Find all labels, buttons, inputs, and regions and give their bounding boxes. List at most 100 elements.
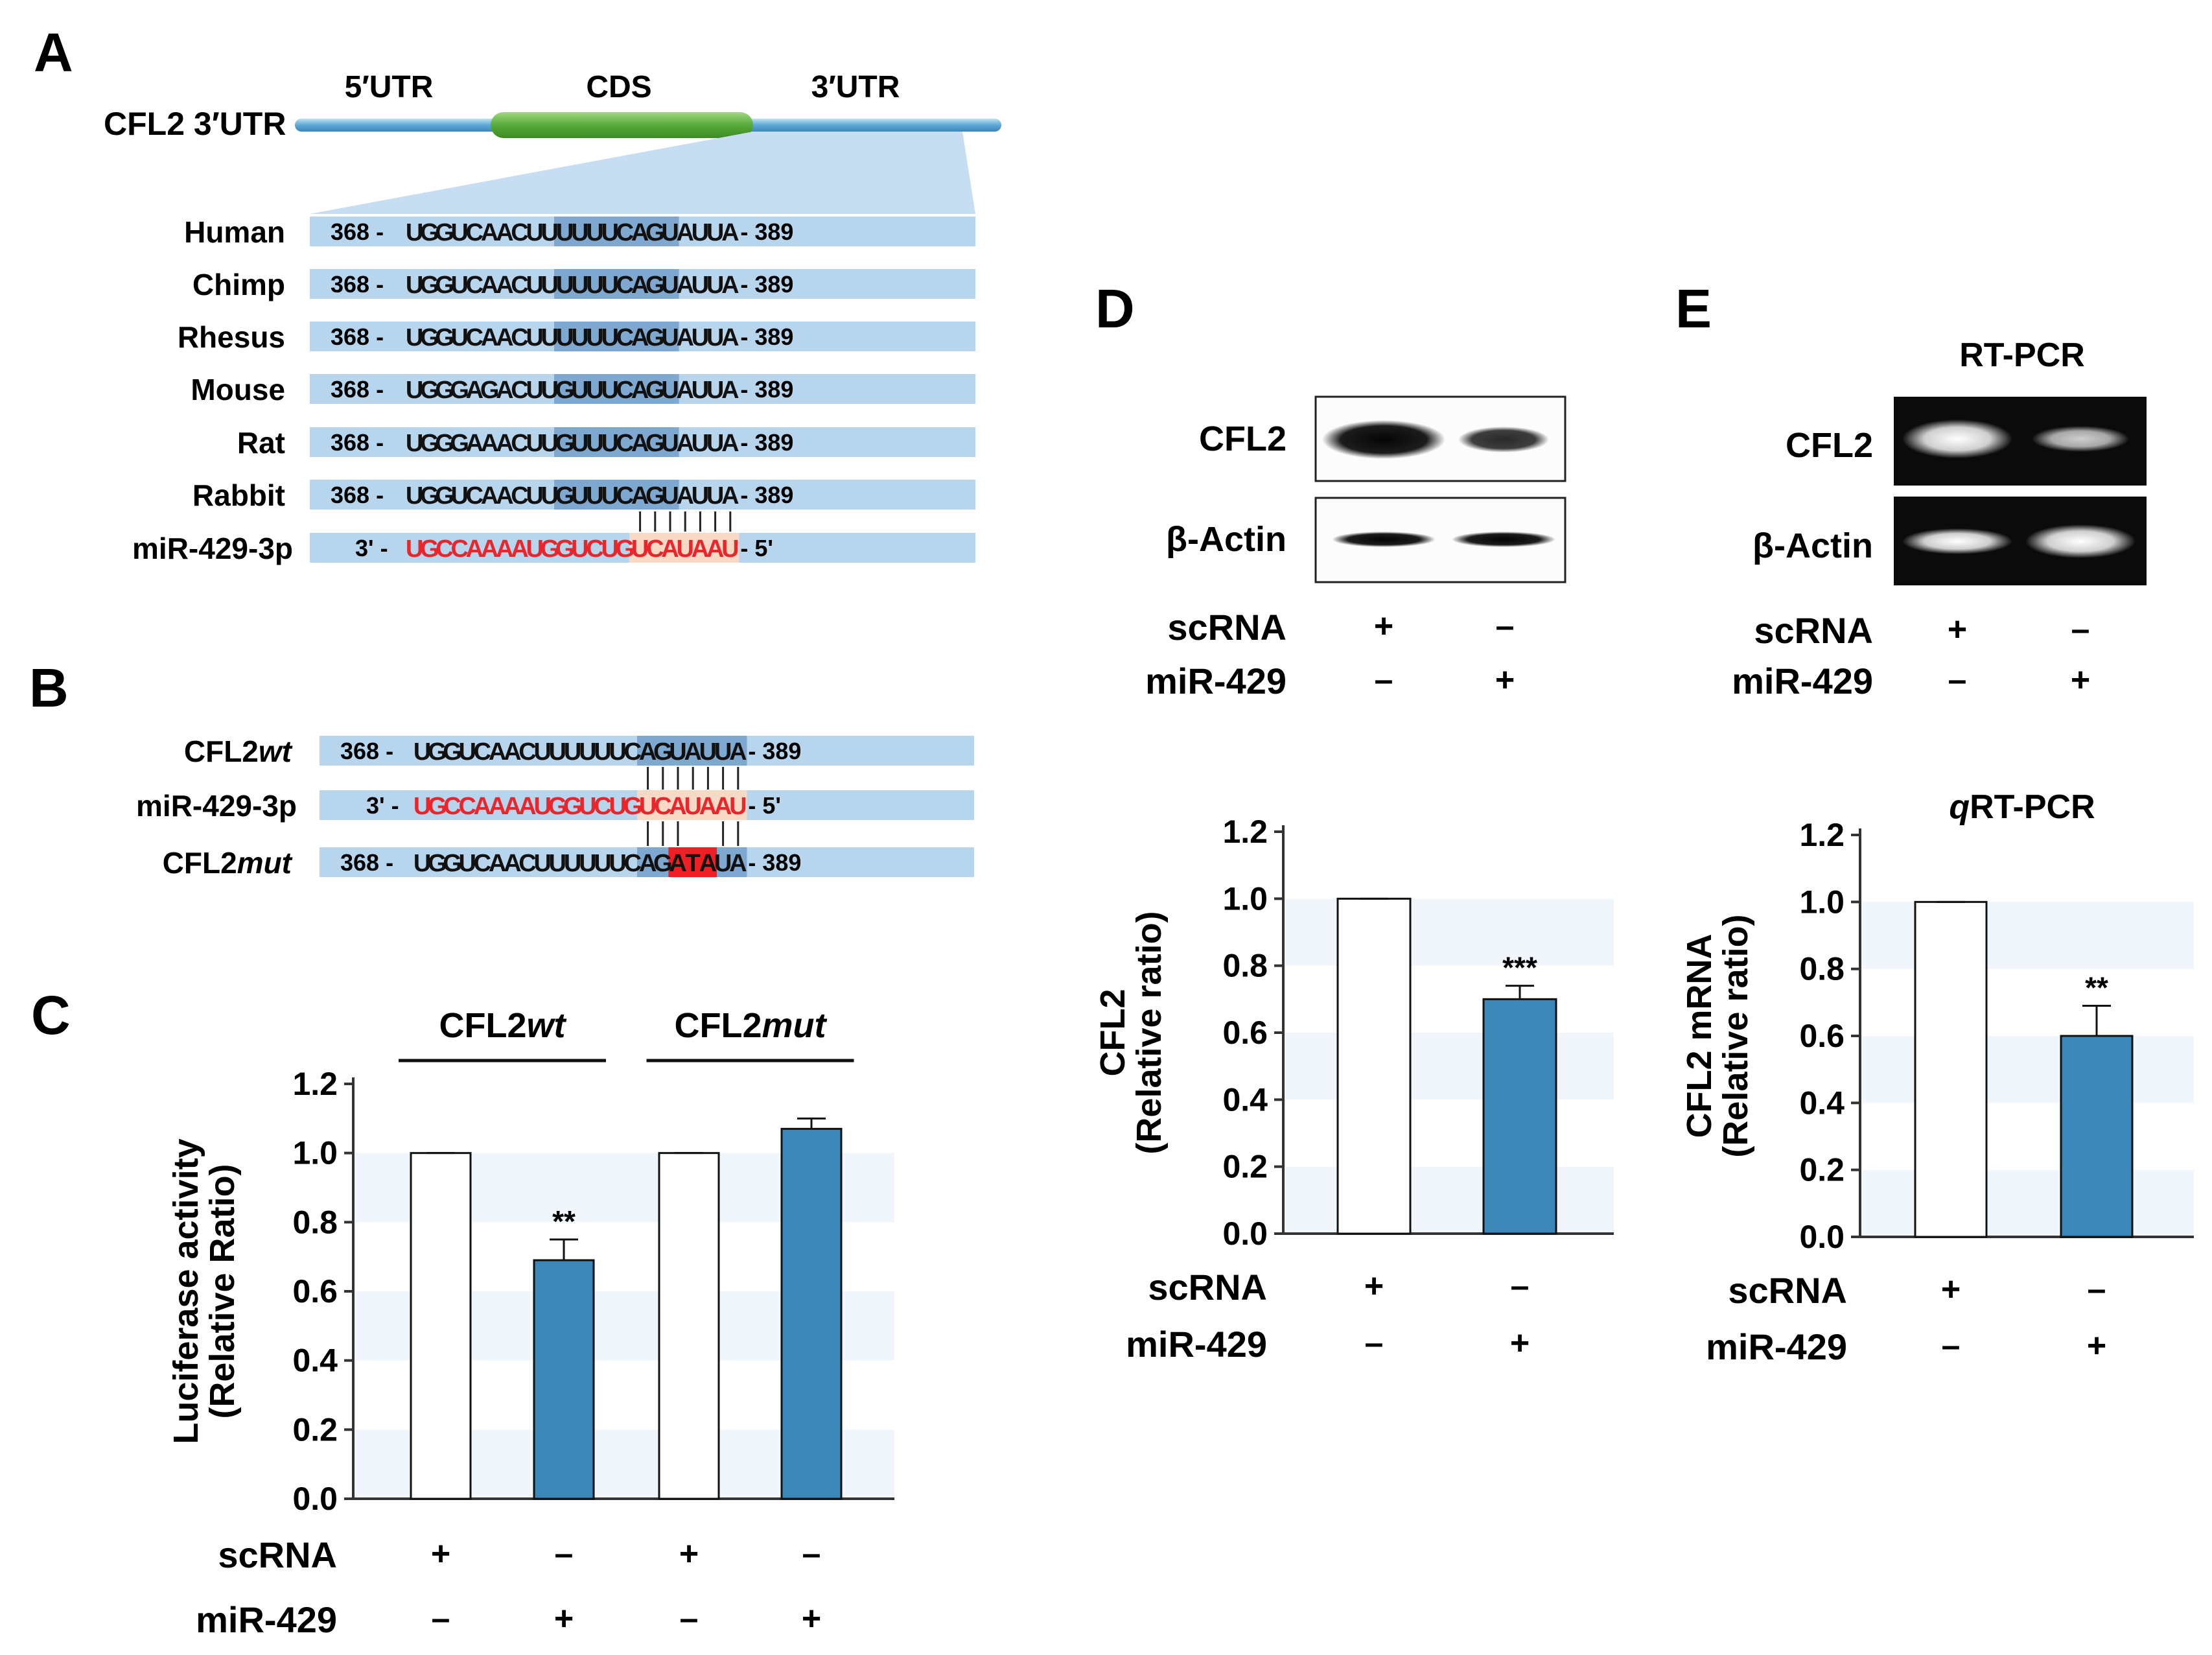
nucleotide: G bbox=[420, 219, 439, 246]
bar bbox=[780, 1127, 843, 1500]
nucleotide: A bbox=[669, 850, 686, 877]
condition-sign: + bbox=[2087, 1327, 2106, 1365]
condition-sign: – bbox=[432, 1600, 450, 1637]
seq-end: - 389 bbox=[740, 271, 793, 298]
condition-sign: + bbox=[431, 1535, 450, 1573]
nucleotide: C bbox=[511, 482, 528, 510]
nucleotide: U bbox=[692, 482, 709, 510]
nucleotide: U bbox=[541, 482, 559, 510]
nucleotide: U bbox=[526, 219, 543, 246]
grid-band bbox=[1862, 902, 2194, 969]
condition-sign: + bbox=[1510, 1324, 1530, 1362]
y-tick-label: 1.2 bbox=[1799, 817, 1845, 853]
seq-end: - 389 bbox=[740, 323, 793, 350]
nucleotide: U bbox=[699, 738, 717, 766]
nucleotide: U bbox=[571, 324, 588, 351]
nucleotide: G bbox=[555, 535, 575, 563]
nucleotide: U bbox=[406, 377, 423, 404]
nucleotide: G bbox=[563, 793, 583, 820]
nucleotide: U bbox=[706, 272, 724, 299]
nucleotide: A bbox=[676, 482, 693, 510]
nucleotide: U bbox=[579, 738, 596, 766]
significance-label: ** bbox=[552, 1204, 576, 1238]
nucleotide: G bbox=[420, 482, 439, 510]
y-tick-label: 0.6 bbox=[1799, 1018, 1845, 1054]
nucleotide: G bbox=[646, 377, 665, 404]
seed-box bbox=[554, 217, 679, 246]
gel-band-actin-lane2 bbox=[2025, 524, 2136, 558]
nucleotide: U bbox=[601, 482, 618, 510]
y-tick-label: 0.2 bbox=[1222, 1149, 1268, 1185]
nucleotide: A bbox=[706, 535, 724, 563]
y-tick-label: 0.0 bbox=[1799, 1219, 1845, 1255]
nucleotide: U bbox=[450, 324, 468, 351]
nucleotide: U bbox=[609, 738, 626, 766]
y-tick-label: 0.2 bbox=[1799, 1152, 1845, 1188]
nucleotide: U bbox=[609, 850, 626, 877]
nucleotide: A bbox=[676, 219, 693, 246]
nucleotide: U bbox=[571, 535, 588, 563]
gel-condition-sign: – bbox=[2071, 611, 2090, 648]
seed-box bbox=[554, 269, 679, 299]
nucleotide: C bbox=[586, 535, 603, 563]
y-tick-label: 0.6 bbox=[1222, 1015, 1268, 1051]
nucleotide: U bbox=[661, 430, 679, 457]
nucleotide: U bbox=[406, 324, 423, 351]
gel-condition-sign: + bbox=[2071, 661, 2090, 699]
nucleotide: U bbox=[450, 272, 468, 299]
panel-letter-d: D bbox=[1095, 278, 1135, 339]
nucleotide: A bbox=[481, 324, 498, 351]
bar bbox=[410, 1152, 472, 1500]
seed-box bbox=[554, 427, 679, 457]
panel-letter-b: B bbox=[29, 657, 69, 718]
nucleotide: A bbox=[721, 482, 739, 510]
nucleotide: A bbox=[489, 793, 506, 820]
nucleotide: U bbox=[706, 430, 724, 457]
nucleotide: U bbox=[594, 738, 611, 766]
condition-sign: + bbox=[1364, 1267, 1384, 1305]
row-label: Chimp bbox=[192, 268, 285, 301]
nucleotide: U bbox=[541, 430, 559, 457]
nucleotide: U bbox=[706, 219, 724, 246]
nucleotide: C bbox=[474, 850, 491, 877]
seq-start: 3' - bbox=[366, 792, 399, 819]
nucleotide: U bbox=[564, 738, 581, 766]
nucleotide: C bbox=[616, 324, 634, 351]
seq-end: - 389 bbox=[740, 429, 793, 456]
seq-end: - 5' bbox=[740, 535, 773, 561]
nucleotide: C bbox=[624, 738, 642, 766]
nucleotide: C bbox=[616, 377, 634, 404]
nucleotide: G bbox=[420, 377, 439, 404]
nucleotide: C bbox=[443, 793, 461, 820]
significance-label: ** bbox=[2085, 971, 2108, 1005]
row-label: Rhesus bbox=[178, 320, 285, 354]
nucleotide: U bbox=[413, 738, 431, 766]
blot-band-cfl2-lane2 bbox=[1458, 427, 1549, 452]
nucleotide: A bbox=[631, 377, 649, 404]
blot-condition-sign: + bbox=[1495, 661, 1515, 699]
seq-start: 368 - bbox=[331, 323, 384, 350]
nucleotide: U bbox=[601, 377, 618, 404]
nucleotide: G bbox=[420, 272, 439, 299]
nucleotide: U bbox=[556, 324, 574, 351]
seq-end: - 389 bbox=[748, 738, 801, 764]
nucleotide: U bbox=[579, 793, 596, 820]
condition-sign: – bbox=[1511, 1267, 1530, 1305]
nucleotide: A bbox=[504, 793, 521, 820]
nucleotide: U bbox=[609, 793, 626, 820]
condition-label: scRNA bbox=[1728, 1270, 1847, 1311]
nucleotide: U bbox=[586, 324, 603, 351]
nucleotide: U bbox=[413, 793, 431, 820]
row-label: Human bbox=[184, 215, 285, 249]
nucleotide: U bbox=[406, 430, 423, 457]
nucleotide: C bbox=[511, 377, 528, 404]
nucleotide: U bbox=[721, 535, 739, 563]
y-axis-label: (Relative Ratio) bbox=[203, 1164, 242, 1418]
panel-letter-e: E bbox=[1675, 278, 1712, 339]
grid-band bbox=[1285, 1166, 1614, 1234]
row-label: Rabbit bbox=[192, 478, 285, 512]
nucleotide: U bbox=[601, 535, 618, 563]
